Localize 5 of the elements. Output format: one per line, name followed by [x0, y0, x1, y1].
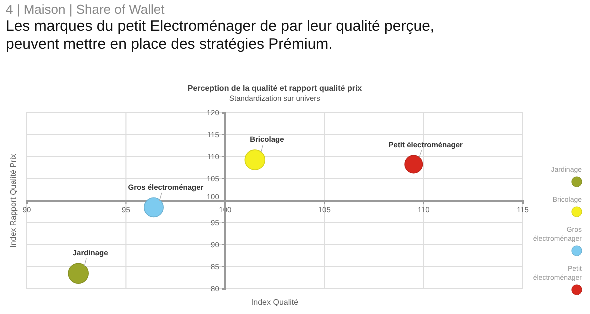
y-axis-title: Index Rapport Qualité Prix	[9, 154, 18, 248]
x-axis-title: Index Qualité	[251, 298, 300, 307]
text: 4 | Maison | Share of Wallet	[6, 2, 166, 18]
text: Les marques du petit Electroménager de par leur qualité perçue, peuvent mettre en place des stratégies Prémium.	[6, 18, 436, 54]
chart-title: Perception de la qualité et rapport qualité prix	[188, 84, 363, 93]
